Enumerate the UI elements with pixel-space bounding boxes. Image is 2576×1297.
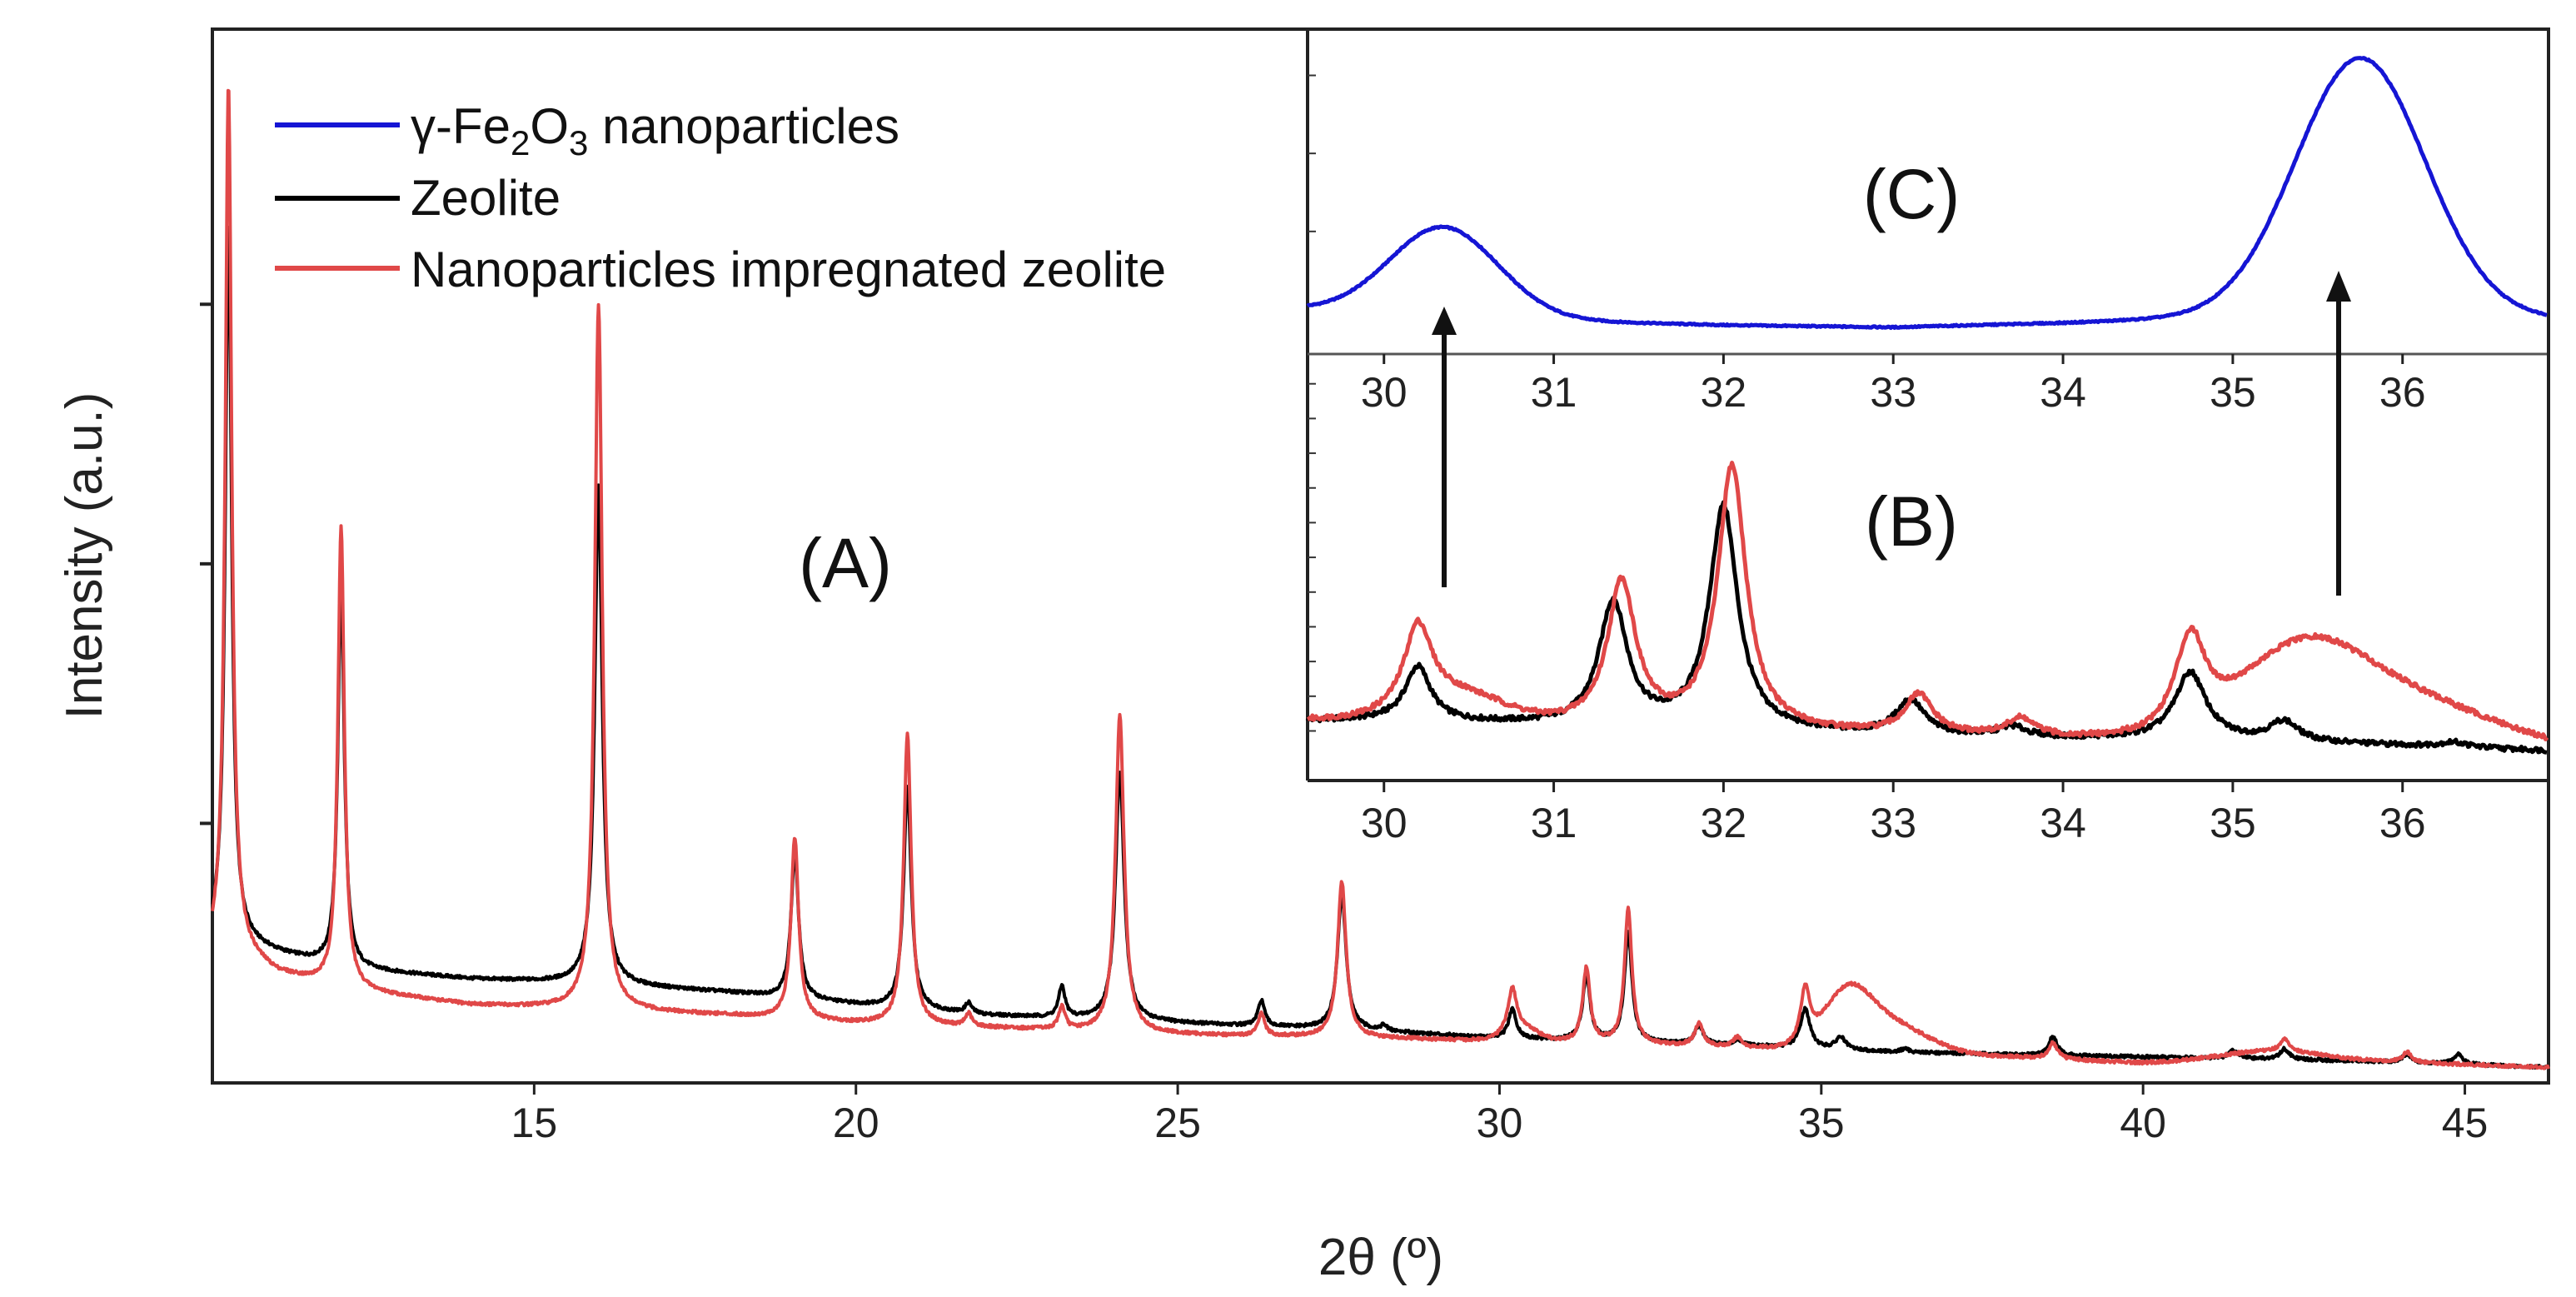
inset: 30 31 32 33 34 35 36 30 31 32 33 34 35 36 (C) (B) (1305, 31, 2549, 846)
legend-label-gamma-fe2o3: γ-Fe2O3 nanoparticles (411, 98, 899, 162)
inset-b-ticks: 30 31 32 33 34 35 36 (1308, 382, 2426, 846)
inset-background (1308, 31, 2547, 781)
series-line-inset_b-zeolite (1305, 500, 2548, 755)
x-tick-label-inset_b-33: 33 (1870, 800, 1916, 846)
x-tick-label-main-25: 25 (1154, 1100, 1201, 1146)
panel-label-a: (A) (799, 524, 892, 602)
x-tick-label-inset_b-30: 30 (1361, 800, 1408, 846)
x-tick-label-main-45: 45 (2442, 1100, 2489, 1146)
panel-label-c: (C) (1863, 155, 1961, 233)
legend: γ-Fe2O3 nanoparticles Zeolite Nanopartic… (275, 98, 1166, 297)
main-series-group (211, 88, 2550, 1070)
x-tick-label-main-40: 40 (2120, 1100, 2166, 1146)
inset-b-series-group (1305, 461, 2549, 755)
main-y-axis-ticks (200, 302, 212, 826)
legend-label-impregnated: Nanoparticles impregnated zeolite (411, 242, 1166, 297)
x-tick-label-inset_b-32: 32 (1701, 800, 1747, 846)
x-tick-label-inset_b-35: 35 (2210, 800, 2256, 846)
series-line-inset_c--fe2o3-nanoparticles (1306, 56, 2548, 331)
x-axis-title: 2θ (º) (1318, 1229, 1443, 1286)
main-plot-frame (211, 27, 2550, 1085)
y-axis-title: Intensity (a.u.) (56, 392, 113, 720)
x-tick-label-main-20: 20 (833, 1100, 879, 1146)
x-tick-label-inset_c-32: 32 (1701, 369, 1747, 416)
legend-label-zeolite: Zeolite (411, 170, 561, 226)
annotation-arrows (1432, 271, 2351, 596)
series-line-main-nanoparticles-impregnated-zeolite (211, 88, 2550, 1070)
x-tick-label-inset_c-30: 30 (1361, 369, 1408, 416)
x-tick-label-inset_c-34: 34 (2040, 369, 2086, 416)
inset-c-ticks: 30 31 32 33 34 35 36 (1308, 74, 2426, 416)
x-tick-label-main-35: 35 (1798, 1100, 1845, 1146)
arrow-right-head (2326, 271, 2351, 302)
x-tick-label-inset_b-31: 31 (1531, 800, 1577, 846)
x-tick-label-inset_c-36: 36 (2379, 369, 2426, 416)
x-tick-label-inset_c-35: 35 (2210, 369, 2256, 416)
panel-label-b: (B) (1865, 482, 1958, 561)
arrow-left-head (1432, 307, 1457, 335)
x-tick-label-inset_c-33: 33 (1870, 369, 1916, 416)
x-tick-label-inset_b-34: 34 (2040, 800, 2086, 846)
series-line-inset_b-nanoparticles-impregnated-zeolite (1306, 461, 2549, 741)
x-tick-label-inset_c-31: 31 (1531, 369, 1577, 416)
main-x-axis-ticks: 15 20 25 30 35 40 45 (511, 1083, 2489, 1146)
x-tick-label-main-15: 15 (511, 1100, 558, 1146)
inset-c-series-group (1306, 56, 2548, 331)
x-tick-label-main-30: 30 (1477, 1100, 1523, 1146)
x-tick-label-inset_b-36: 36 (2379, 800, 2426, 846)
